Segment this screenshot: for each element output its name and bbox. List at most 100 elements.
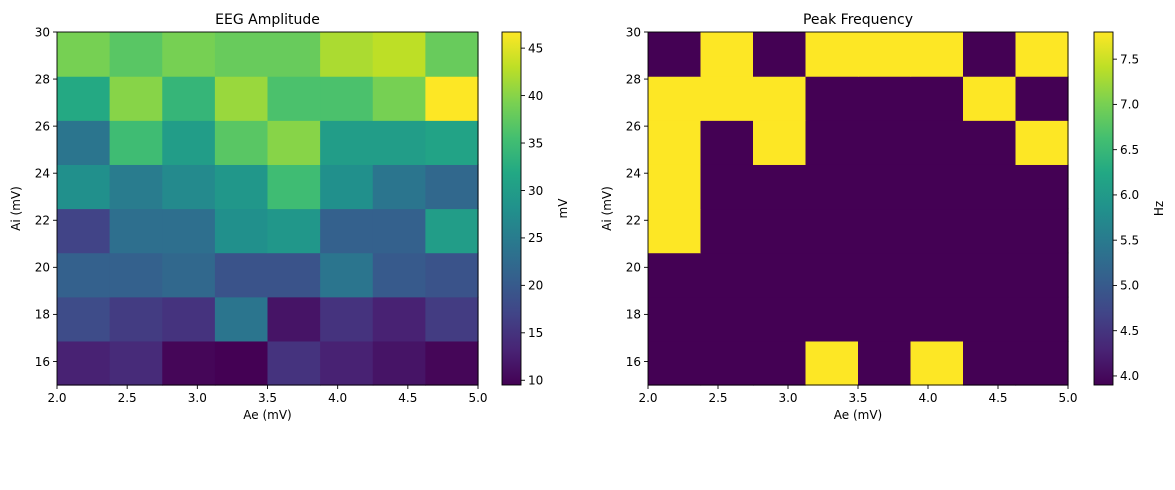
colorbar-tick-label: 5.0 xyxy=(1120,279,1139,293)
y-tick-label: 16 xyxy=(626,355,641,369)
heatmap-cell xyxy=(910,252,964,298)
heatmap-cell xyxy=(109,208,163,254)
x-tick-label: 3.5 xyxy=(258,391,277,405)
heatmap-cell xyxy=(805,164,859,210)
heatmap-cell xyxy=(1015,76,1069,121)
heatmap-cell xyxy=(425,76,479,121)
heatmap-cell xyxy=(1015,32,1069,77)
heatmap-cell xyxy=(320,208,374,254)
heatmap-cell xyxy=(700,32,754,77)
heatmap-cell xyxy=(372,208,426,254)
colorbar xyxy=(501,31,522,386)
heatmap-cell xyxy=(109,76,163,121)
heatmap-cell xyxy=(214,296,269,342)
heatmap-cell xyxy=(214,76,269,121)
heatmap-cell xyxy=(214,32,269,77)
chart-title: EEG Amplitude xyxy=(215,12,320,28)
x-tick-label: 4.5 xyxy=(988,391,1007,405)
heatmap-cell xyxy=(963,32,1017,77)
heatmap-cell xyxy=(910,340,964,386)
heatmap-cell xyxy=(162,164,216,210)
heatmap-cell xyxy=(805,32,859,77)
heatmap-cell xyxy=(372,340,426,386)
heatmap-cell xyxy=(858,164,912,210)
y-tick-label: 18 xyxy=(626,308,641,322)
x-tick-label: 3.0 xyxy=(778,391,797,405)
x-axis-label: Ae (mV) xyxy=(834,408,882,422)
heatmap-cell xyxy=(214,208,269,254)
heatmap-cell xyxy=(57,340,111,386)
heatmap-cell xyxy=(648,32,702,77)
heatmap-cell xyxy=(162,76,216,121)
heatmap-cell xyxy=(320,340,374,386)
y-tick-label: 30 xyxy=(626,25,641,39)
x-tick-label: 3.5 xyxy=(848,391,867,405)
heatmap-cell xyxy=(700,76,754,121)
heatmap-cell xyxy=(910,120,964,165)
heatmap-cell xyxy=(648,208,702,254)
heatmap-cell xyxy=(162,252,216,298)
heatmap-cell xyxy=(910,76,964,121)
heatmap-cell xyxy=(648,164,702,210)
chart-title: Peak Frequency xyxy=(803,12,913,28)
heatmap-cell xyxy=(648,120,702,165)
colorbar-label: Hz xyxy=(1152,201,1166,216)
heatmap-cell xyxy=(700,296,754,342)
heatmap-cell xyxy=(372,120,426,165)
heatmap-cell xyxy=(963,252,1017,298)
heatmap-cell xyxy=(963,76,1017,121)
heatmap-cell xyxy=(57,32,111,77)
heatmap-cell xyxy=(648,252,702,298)
heatmap-cell xyxy=(267,164,321,210)
heatmap-panel-2: 2.0 2.5 3.0 3.5 4.0 4.5 5.0 16 18 20 22 24 26 28 30 Ae … xyxy=(600,12,1166,422)
heatmap-cell xyxy=(753,252,807,298)
heatmap-cell xyxy=(910,208,964,254)
x-tick-label: 4.0 xyxy=(918,391,937,405)
y-tick-label: 28 xyxy=(626,72,641,86)
y-tick-label: 24 xyxy=(626,167,641,181)
heatmap-cell xyxy=(700,340,754,386)
heatmap-cell xyxy=(57,296,111,342)
heatmap-cell xyxy=(700,208,754,254)
heatmap-cell xyxy=(648,76,702,121)
y-tick-label: 16 xyxy=(35,355,50,369)
x-tick-label: 5.0 xyxy=(468,391,487,405)
x-axis-label: Ae (mV) xyxy=(243,408,291,422)
heatmap-cell xyxy=(267,76,321,121)
x-tick-label: 3.0 xyxy=(188,391,207,405)
heatmap-cell xyxy=(425,296,479,342)
heatmap-cell xyxy=(267,252,321,298)
heatmap-cell xyxy=(57,76,111,121)
heatmap-cell xyxy=(425,32,479,77)
colorbar-tick-label: 6.0 xyxy=(1120,188,1139,202)
y-tick-label: 30 xyxy=(35,25,50,39)
colorbar-label: mV xyxy=(556,198,570,219)
heatmap-cell xyxy=(805,296,859,342)
y-tick-label: 18 xyxy=(35,308,50,322)
heatmap-cell xyxy=(1015,340,1069,386)
colorbar-tick-label: 35 xyxy=(528,136,543,150)
heatmap-cell xyxy=(372,296,426,342)
heatmap-cell xyxy=(1015,164,1069,210)
heatmap-cell xyxy=(805,252,859,298)
heatmap-cell xyxy=(267,120,321,165)
heatmap-cell xyxy=(109,164,163,210)
colorbar-tick-label: 4.5 xyxy=(1120,324,1139,338)
heatmap-cell xyxy=(162,340,216,386)
heatmap-cell xyxy=(320,296,374,342)
heatmap-cell xyxy=(162,32,216,77)
heatmap-cell xyxy=(372,252,426,298)
colorbar-tick-label: 25 xyxy=(528,231,543,245)
heatmap-cell xyxy=(372,164,426,210)
heatmap-cell xyxy=(425,340,479,386)
heatmap-cell xyxy=(320,120,374,165)
colorbar-tick-label: 7.5 xyxy=(1120,52,1139,66)
heatmap-cell xyxy=(805,120,859,165)
heatmap-cell xyxy=(57,164,111,210)
heatmap-cell xyxy=(425,120,479,165)
heatmap-cell xyxy=(963,340,1017,386)
y-tick-label: 22 xyxy=(35,214,50,228)
heatmap-cell xyxy=(320,164,374,210)
heatmap-cell xyxy=(109,340,163,386)
